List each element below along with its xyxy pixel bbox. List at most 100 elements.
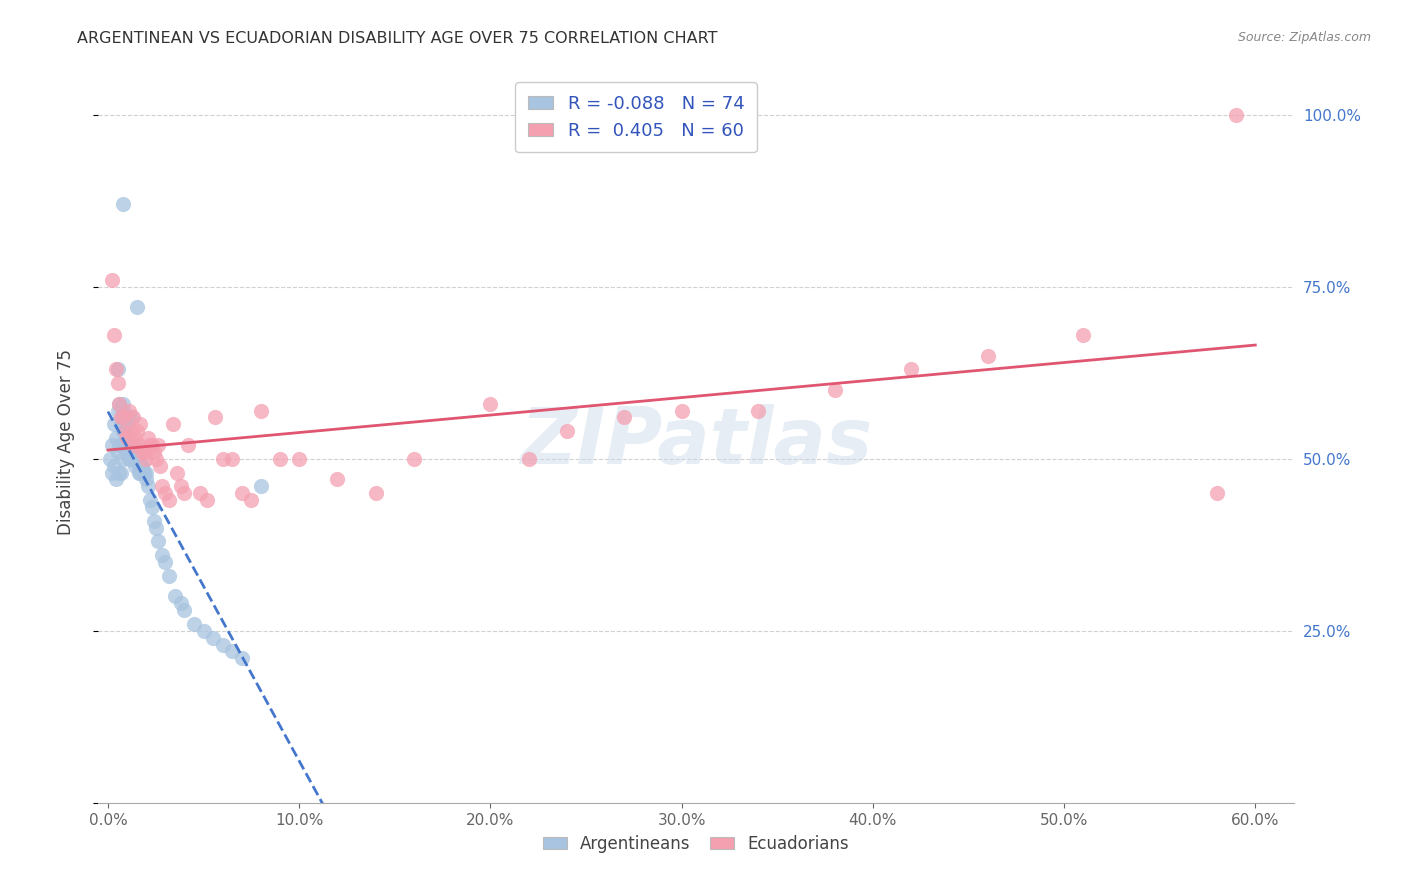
Point — [136, 431, 159, 445]
Point — [112, 403, 135, 417]
Point — [166, 466, 188, 480]
Legend: Argentineans, Ecuadorians: Argentineans, Ecuadorians — [537, 828, 855, 860]
Point — [115, 438, 138, 452]
Point — [104, 431, 127, 445]
Point — [108, 438, 131, 452]
Point — [671, 403, 693, 417]
Point — [141, 500, 163, 514]
Point — [103, 327, 125, 342]
Point — [125, 451, 148, 466]
Point — [101, 438, 124, 452]
Point — [402, 451, 425, 466]
Point — [107, 376, 129, 390]
Text: ZIPatlas: ZIPatlas — [520, 403, 872, 480]
Point — [1225, 108, 1247, 122]
Point — [157, 493, 180, 508]
Point — [555, 424, 578, 438]
Point — [110, 410, 132, 425]
Point — [112, 410, 135, 425]
Point — [173, 486, 195, 500]
Point — [188, 486, 211, 500]
Point — [1206, 486, 1229, 500]
Text: Source: ZipAtlas.com: Source: ZipAtlas.com — [1237, 31, 1371, 45]
Point — [146, 534, 169, 549]
Point — [110, 417, 132, 432]
Point — [221, 644, 243, 658]
Point — [128, 451, 150, 466]
Point — [104, 362, 127, 376]
Point — [108, 397, 131, 411]
Point — [118, 403, 141, 417]
Point — [103, 458, 125, 473]
Point — [139, 493, 162, 508]
Point — [108, 397, 131, 411]
Point — [517, 451, 540, 466]
Point — [115, 431, 138, 445]
Text: ARGENTINEAN VS ECUADORIAN DISABILITY AGE OVER 75 CORRELATION CHART: ARGENTINEAN VS ECUADORIAN DISABILITY AGE… — [77, 31, 718, 46]
Point — [121, 438, 143, 452]
Point — [150, 548, 173, 562]
Point — [976, 349, 998, 363]
Point — [221, 451, 243, 466]
Point — [129, 417, 152, 432]
Point — [131, 458, 153, 473]
Point — [115, 410, 138, 425]
Point — [115, 431, 138, 445]
Point — [135, 451, 157, 466]
Point — [824, 383, 846, 397]
Point — [900, 362, 922, 376]
Point — [98, 451, 121, 466]
Point — [747, 403, 769, 417]
Point — [112, 197, 135, 211]
Point — [193, 624, 215, 638]
Point — [162, 417, 184, 432]
Point — [110, 438, 132, 452]
Point — [118, 438, 141, 452]
Point — [163, 590, 186, 604]
Point — [112, 397, 135, 411]
Point — [110, 466, 132, 480]
Point — [120, 451, 142, 466]
Point — [107, 362, 129, 376]
Point — [479, 397, 502, 411]
Point — [134, 445, 156, 459]
Point — [1071, 327, 1094, 342]
Point — [136, 479, 159, 493]
Point — [183, 616, 205, 631]
Point — [129, 466, 152, 480]
Point — [107, 403, 129, 417]
Point — [121, 410, 143, 425]
Point — [177, 438, 200, 452]
Point — [112, 451, 135, 466]
Point — [326, 472, 349, 486]
Point — [104, 472, 127, 486]
Point — [110, 417, 132, 432]
Point — [157, 568, 180, 582]
Point — [155, 486, 177, 500]
Point — [134, 466, 156, 480]
Point — [145, 520, 167, 534]
Point — [150, 479, 173, 493]
Point — [124, 445, 146, 459]
Point — [231, 651, 253, 665]
Point — [169, 596, 191, 610]
Point — [128, 466, 150, 480]
Point — [125, 451, 148, 466]
Point — [124, 431, 146, 445]
Point — [120, 424, 142, 438]
Point — [125, 301, 148, 315]
Point — [120, 445, 142, 459]
Point — [128, 458, 150, 473]
Point — [131, 458, 153, 473]
Point — [288, 451, 311, 466]
Point — [114, 438, 136, 452]
Point — [269, 451, 291, 466]
Point — [169, 479, 191, 493]
Point — [146, 438, 169, 452]
Point — [107, 445, 129, 459]
Point — [103, 417, 125, 432]
Point — [134, 466, 156, 480]
Point — [211, 451, 233, 466]
Point — [129, 458, 152, 473]
Point — [197, 493, 219, 508]
